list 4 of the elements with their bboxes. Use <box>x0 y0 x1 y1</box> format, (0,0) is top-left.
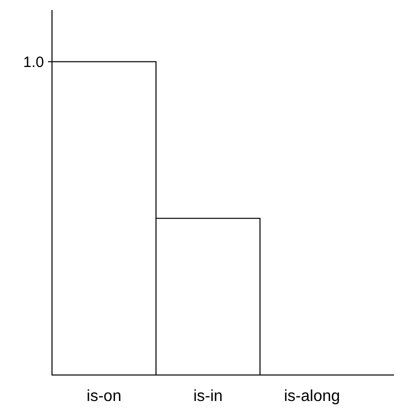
x-tick-label: is-along <box>284 388 340 405</box>
text: 1.0 <box>23 54 44 71</box>
x-tick-label: is-on <box>86 388 122 405</box>
x-tick-label: is-in <box>193 388 223 405</box>
